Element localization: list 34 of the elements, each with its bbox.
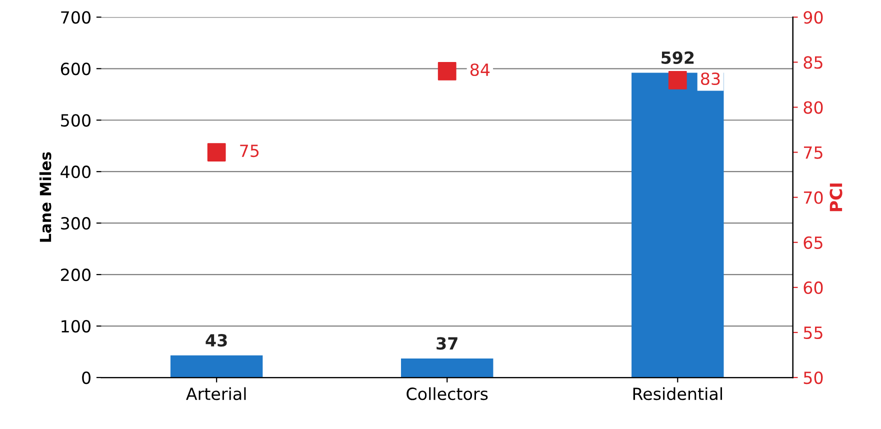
data-label: 37 — [436, 337, 458, 350]
x-tick-label: Arterial — [186, 387, 246, 400]
data-label: 43 — [206, 334, 227, 347]
y2-tick-label: 80 — [804, 101, 823, 114]
data-label: 592 — [662, 51, 694, 64]
y2-tick-label: 90 — [804, 11, 823, 24]
y2-tick-label: 65 — [804, 236, 822, 249]
x-tick-label: Residential — [633, 387, 722, 400]
y2-axis-title: PCI — [830, 184, 842, 212]
point — [438, 62, 456, 80]
y2-tick-label: 55 — [804, 326, 822, 340]
y-axis-title: Lane Miles — [39, 152, 52, 242]
y-tick-label: 100 — [62, 320, 90, 333]
y-tick-label: 0 — [82, 371, 90, 384]
point — [207, 143, 226, 162]
y-tick-label: 500 — [61, 114, 90, 127]
bar — [170, 355, 263, 378]
y-tick-label: 700 — [61, 11, 90, 24]
data-label: 83 — [700, 72, 720, 86]
y2-tick-label: 50 — [804, 371, 823, 384]
y-tick-label: 300 — [61, 217, 90, 230]
y2-tick-label: 60 — [804, 281, 823, 294]
y2-tick-label: 70 — [804, 191, 823, 204]
point — [668, 71, 687, 90]
bar — [632, 72, 724, 378]
data-label: 84 — [470, 63, 490, 76]
y-tick-label: 400 — [60, 166, 90, 178]
y2-tick-label: 75 — [804, 146, 822, 159]
y-tick-label: 600 — [60, 62, 90, 76]
y2-tick-label: 85 — [804, 56, 822, 69]
data-label: 75 — [240, 144, 259, 158]
y-tick-label: 200 — [61, 268, 90, 282]
x-tick-label: Collectors — [406, 387, 488, 400]
bar — [401, 358, 494, 378]
